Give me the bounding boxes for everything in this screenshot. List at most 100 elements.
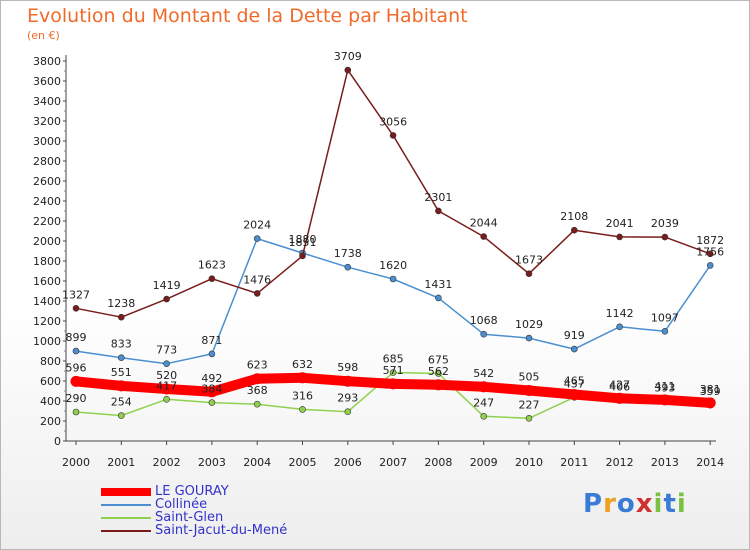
x-tick-label: 2001 — [107, 456, 135, 469]
data-label: 571 — [383, 364, 404, 377]
data-label: 871 — [201, 334, 222, 347]
data-point — [525, 270, 533, 278]
data-label: 685 — [383, 353, 404, 366]
data-label: 2039 — [651, 217, 679, 230]
data-label: 290 — [66, 392, 87, 405]
data-point — [299, 406, 306, 413]
data-label: 598 — [337, 361, 358, 374]
data-label: 247 — [473, 396, 494, 409]
data-label: 3056 — [379, 115, 407, 128]
y-tick-label: 400 — [40, 395, 61, 408]
data-label: 542 — [473, 367, 494, 380]
y-tick-label: 3000 — [33, 135, 61, 148]
y-tick-label: 2200 — [33, 215, 61, 228]
data-label: 417 — [156, 379, 177, 392]
data-point — [478, 381, 490, 393]
x-tick-label: 2006 — [334, 456, 362, 469]
data-label: 1738 — [334, 247, 362, 260]
data-label: 406 — [609, 380, 630, 393]
data-label: 1872 — [696, 234, 724, 247]
data-label: 1476 — [243, 273, 271, 286]
data-label: 2108 — [560, 210, 588, 223]
x-tick-label: 2011 — [560, 456, 588, 469]
data-point — [163, 295, 170, 303]
data-point — [118, 354, 125, 362]
data-point — [161, 383, 173, 395]
data-label: 675 — [428, 354, 449, 367]
data-label: 1238 — [107, 297, 135, 310]
data-label: 465 — [564, 375, 585, 388]
y-tick-label: 1800 — [33, 255, 61, 268]
data-point — [118, 313, 125, 321]
data-label: 1068 — [470, 314, 498, 327]
data-label: 1851 — [289, 236, 317, 249]
data-label: 381 — [700, 383, 721, 396]
data-point — [344, 66, 352, 74]
data-label: 492 — [201, 372, 222, 385]
legend-swatch — [101, 516, 151, 519]
x-tick-label: 2007 — [379, 456, 407, 469]
legend-entry: LE GOURAY — [101, 485, 287, 498]
data-point — [661, 233, 669, 241]
data-point — [661, 327, 669, 335]
data-point — [704, 397, 716, 409]
x-tick-label: 2000 — [62, 456, 90, 469]
data-point — [72, 304, 80, 312]
x-tick-label: 2008 — [424, 456, 452, 469]
data-point — [208, 350, 216, 358]
y-tick-label: 800 — [40, 355, 61, 368]
data-point — [525, 334, 533, 342]
data-label: 1756 — [696, 245, 724, 258]
data-label: 293 — [337, 392, 358, 405]
data-label: 773 — [156, 344, 177, 357]
data-label: 2301 — [424, 191, 452, 204]
data-label: 833 — [111, 338, 132, 351]
data-label: 623 — [247, 359, 268, 372]
data-label: 1142 — [606, 307, 634, 320]
data-label: 1097 — [651, 311, 679, 324]
y-tick-label: 1000 — [33, 335, 61, 348]
data-point — [253, 235, 261, 242]
data-point — [523, 385, 535, 396]
data-point — [659, 394, 671, 406]
y-tick-label: 200 — [40, 415, 61, 428]
data-point — [206, 386, 218, 398]
data-point — [387, 378, 399, 390]
x-tick-label: 2012 — [606, 456, 634, 469]
data-point — [344, 408, 352, 416]
data-point — [435, 294, 442, 302]
data-point — [706, 250, 714, 258]
x-tick-label: 2009 — [470, 456, 498, 469]
data-label: 427 — [609, 378, 630, 391]
legend-swatch — [101, 487, 151, 496]
legend-entry: Saint-Jacut-du-Mené — [101, 524, 287, 537]
data-point — [568, 389, 580, 400]
y-tick-label: 1200 — [33, 315, 61, 328]
data-label: 1673 — [515, 254, 543, 267]
y-tick-label: 2000 — [33, 235, 61, 248]
data-label: 2024 — [243, 219, 271, 232]
data-point — [480, 233, 488, 240]
chart-subtitle: (en €) — [27, 29, 60, 42]
data-label: 227 — [519, 398, 540, 411]
data-point — [297, 372, 308, 384]
data-label: 1431 — [424, 278, 452, 291]
data-point — [435, 207, 442, 215]
data-label: 551 — [111, 366, 132, 379]
data-point — [616, 233, 623, 241]
legend: LE GOURAY Collinée Saint-Glen Saint-Jacut-d… — [101, 485, 287, 537]
data-point — [253, 290, 261, 297]
data-point — [115, 380, 127, 392]
data-point — [525, 414, 533, 422]
x-tick-label: 2005 — [289, 456, 317, 469]
data-point — [616, 323, 623, 331]
data-label: 1623 — [198, 259, 226, 272]
data-label: 1620 — [379, 259, 407, 272]
data-point — [342, 375, 354, 387]
y-tick-label: 3600 — [33, 75, 61, 88]
y-tick-label: 2800 — [33, 155, 61, 168]
data-point — [163, 360, 170, 368]
data-label: 359 — [700, 385, 721, 398]
